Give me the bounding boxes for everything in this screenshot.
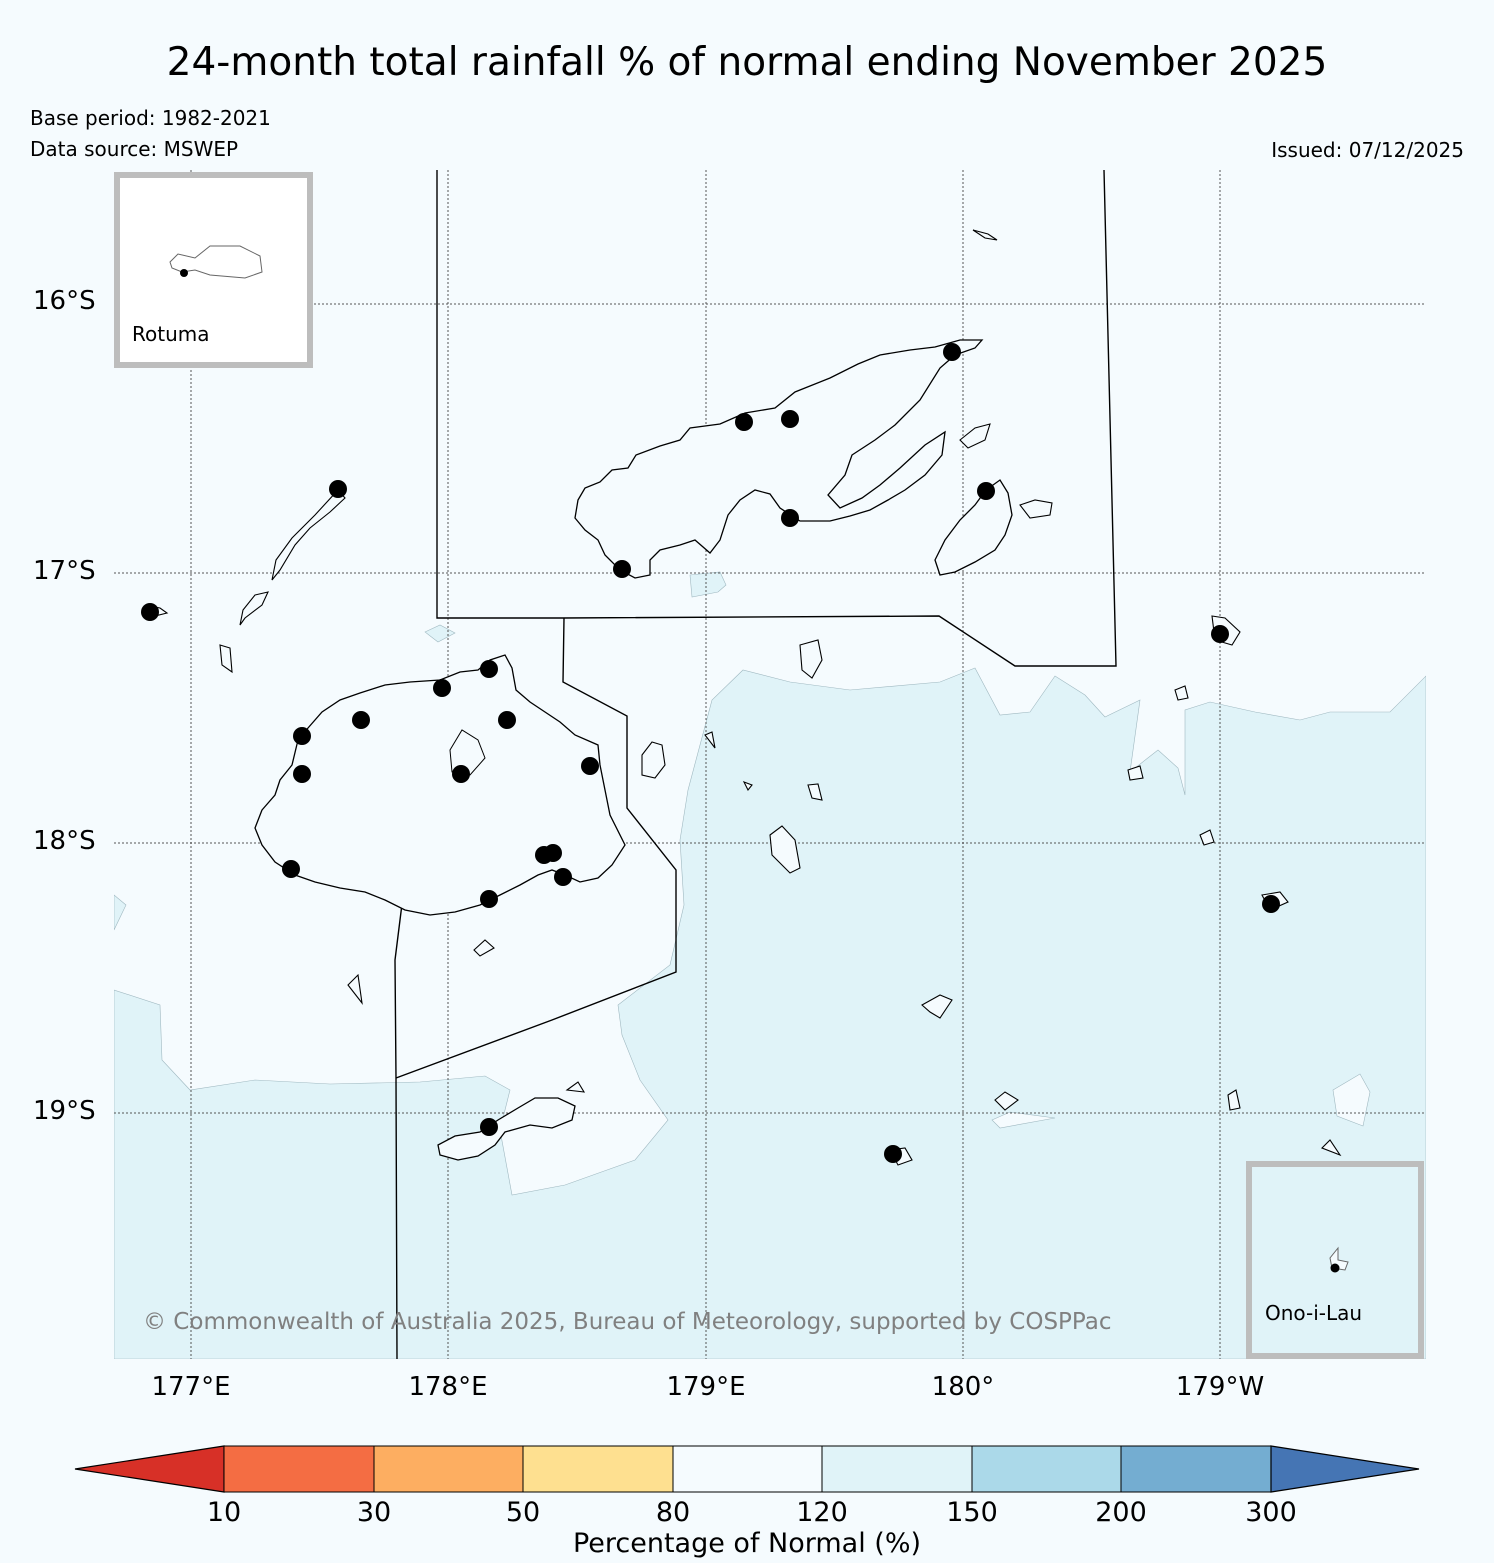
- station-marker: [282, 860, 300, 878]
- station-marker: [480, 1118, 498, 1136]
- island-yasawa-south: [239, 591, 269, 626]
- colorbar-tick: 120: [796, 1497, 848, 1528]
- station-marker: [1211, 625, 1229, 643]
- island-yasawa: [271, 489, 346, 581]
- station-marker: [352, 711, 370, 729]
- normal-region-patch: [991, 1111, 1056, 1129]
- colorbar-tick: 300: [1245, 1497, 1297, 1528]
- station-marker: [554, 868, 572, 886]
- station-marker: [498, 711, 516, 729]
- station-marker: [293, 765, 311, 783]
- island-small: [921, 994, 953, 1019]
- island-qamea: [1019, 499, 1053, 519]
- station-marker: [480, 890, 498, 908]
- island-small: [972, 229, 998, 241]
- colorbar-segment: [821, 1445, 973, 1493]
- colorbar-segment: [1120, 1445, 1272, 1493]
- colorbar-segment: [373, 1445, 524, 1493]
- island-small: [742, 780, 753, 792]
- issued-date-text: Issued: 07/12/2025: [1271, 138, 1464, 162]
- station-marker: [943, 343, 961, 361]
- lat-label: 16°S: [33, 286, 96, 316]
- island-small: [1321, 1139, 1342, 1157]
- island-beqa: [473, 939, 495, 957]
- station-marker: [544, 844, 562, 862]
- station-marker: [613, 560, 631, 578]
- colorbar-tick: 50: [505, 1497, 541, 1528]
- island-small: [1227, 1089, 1241, 1111]
- station-marker: [884, 1145, 902, 1163]
- inset-rotuma: Rotuma: [114, 172, 313, 368]
- station-marker: [141, 603, 159, 621]
- station-marker: [480, 660, 498, 678]
- colorbar-tick: 80: [655, 1497, 691, 1528]
- station-marker: [293, 727, 311, 745]
- lat-label: 19°S: [33, 1096, 96, 1126]
- island-small: [704, 731, 716, 749]
- lon-label: 180°: [931, 1372, 995, 1402]
- rainfall-region-west-patch: [114, 894, 127, 931]
- data-source-text: Data source: MSWEP: [30, 137, 239, 161]
- island-gau: [769, 825, 801, 874]
- colorbar-tick: 200: [1095, 1497, 1147, 1528]
- island-vanua-levu: [574, 339, 984, 579]
- stations: [141, 343, 1280, 1163]
- island-small: [994, 1091, 1019, 1111]
- lat-label: 17°S: [33, 556, 96, 586]
- colorbar-label: Percentage of Normal (%): [572, 1528, 922, 1559]
- island-small: [1127, 765, 1144, 781]
- colorbar-extend-low: [74, 1445, 225, 1493]
- island-viti-levu: [254, 654, 626, 916]
- inset-ono-label: Ono-i-Lau: [1265, 1301, 1362, 1325]
- inset-ono-i-lau: Ono-i-Lau: [1246, 1161, 1424, 1359]
- lon-label: 179°W: [1175, 1372, 1265, 1402]
- island-small: [565, 1081, 586, 1093]
- base-period-text: Base period: 1982-2021: [30, 106, 271, 130]
- rainfall-region-120-150: [114, 667, 1426, 1359]
- colorbar-segment: [971, 1445, 1122, 1493]
- colorbar-segment: [672, 1445, 823, 1493]
- colorbar-segment: [522, 1445, 674, 1493]
- colorbar: [74, 1445, 1420, 1493]
- island-waya: [219, 644, 233, 674]
- island-small: [1174, 685, 1189, 701]
- island-ovalau: [641, 741, 666, 779]
- copyright-text: © Commonwealth of Australia 2025, Bureau…: [143, 1309, 1112, 1335]
- island-small: [807, 783, 823, 801]
- colorbar-segment: [223, 1445, 375, 1493]
- station-marker: [581, 757, 599, 775]
- inset-rotuma-label: Rotuma: [132, 322, 210, 346]
- station-marker: [1330, 1263, 1340, 1273]
- island-rabi: [959, 423, 991, 449]
- lon-label: 177°E: [151, 1372, 231, 1402]
- lon-label: 178°E: [408, 1372, 488, 1402]
- station-marker: [781, 410, 799, 428]
- station-marker: [433, 679, 451, 697]
- island-vatulele: [347, 973, 363, 1005]
- station-marker: [329, 480, 347, 498]
- rainfall-region-patch: [424, 624, 456, 643]
- island-taveuni: [934, 479, 1013, 576]
- colorbar-tick: 150: [946, 1497, 998, 1528]
- island-koro: [799, 639, 823, 679]
- division-boundaries: [394, 170, 1117, 1359]
- map-title: 24-month total rainfall % of normal endi…: [166, 40, 1328, 85]
- station-marker: [180, 269, 188, 277]
- colorbar-tick: 10: [206, 1497, 242, 1528]
- map-area: © Commonwealth of Australia 2025, Bureau…: [114, 170, 1426, 1359]
- station-marker: [1262, 895, 1280, 913]
- island-small: [1199, 829, 1215, 846]
- lat-label: 18°S: [33, 826, 96, 856]
- station-marker: [452, 765, 470, 783]
- station-marker: [977, 482, 995, 500]
- colorbar-tick: 30: [356, 1497, 392, 1528]
- island-inner-boundary: [449, 729, 486, 776]
- station-marker: [735, 413, 753, 431]
- colorbar-extend-high: [1270, 1445, 1420, 1493]
- lon-label: 179°E: [666, 1372, 746, 1402]
- station-marker: [781, 509, 799, 527]
